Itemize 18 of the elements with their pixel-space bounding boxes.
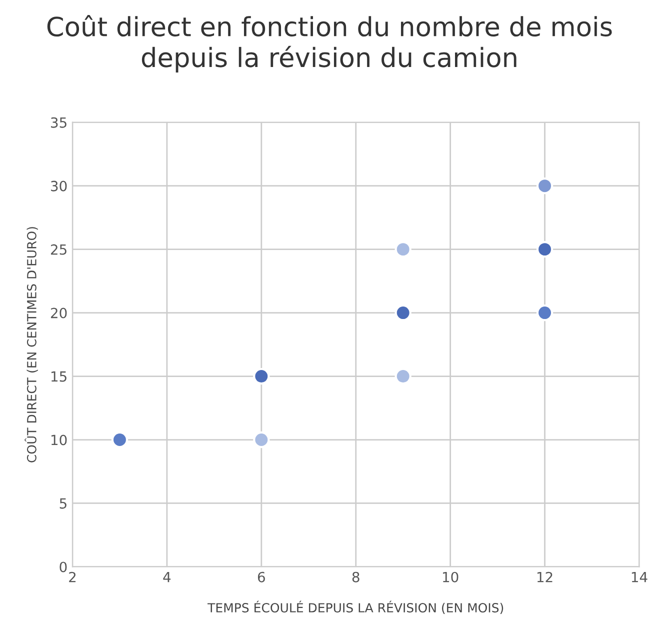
y-tick-label: 0	[60, 562, 67, 572]
x-tick-label: 12	[537, 572, 552, 582]
chart-title: Coût direct en fonction du nombre de mois depuis la révision du camion	[47, 15, 612, 72]
y-tick-label: 15	[51, 371, 66, 382]
x-tick-label: 2	[69, 572, 76, 582]
x-tick-label: 14	[632, 572, 648, 582]
y-axis-title: COÛT DIRECT (EN CENTIMES D'EURO)	[24, 227, 38, 462]
x-tick-label: 10	[443, 572, 458, 582]
y-tick-label: 20	[50, 308, 67, 318]
x-axis-title: TEMPS ÉCOULÉ DEPUIS LA RÉVISION (EN MOIS)	[208, 600, 504, 614]
x-tick-label: 4	[163, 572, 171, 582]
y-tick-label: 35	[51, 117, 66, 128]
x-tick-label: 6	[258, 572, 265, 582]
y-tick-label: 25	[50, 244, 66, 255]
y-tick-label: 30	[51, 180, 67, 192]
y-tick-label: 10	[51, 434, 67, 446]
x-tick-label: 8	[352, 572, 360, 582]
y-tick-label: 5	[60, 498, 66, 509]
